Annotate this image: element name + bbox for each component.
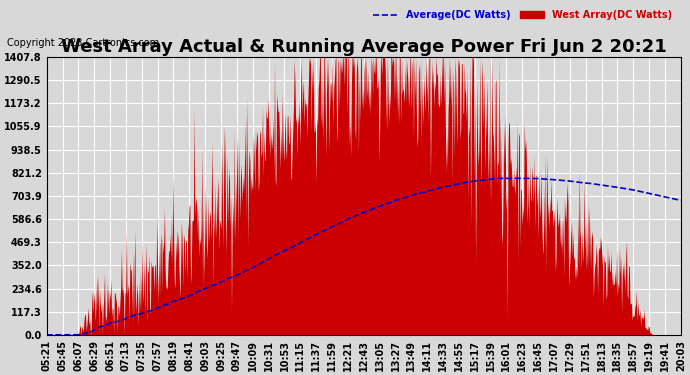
Legend: Average(DC Watts), West Array(DC Watts): Average(DC Watts), West Array(DC Watts) — [370, 6, 676, 24]
Text: Copyright 2023 Cartronics.com: Copyright 2023 Cartronics.com — [7, 38, 159, 48]
Title: West Array Actual & Running Average Power Fri Jun 2 20:21: West Array Actual & Running Average Powe… — [61, 38, 667, 56]
